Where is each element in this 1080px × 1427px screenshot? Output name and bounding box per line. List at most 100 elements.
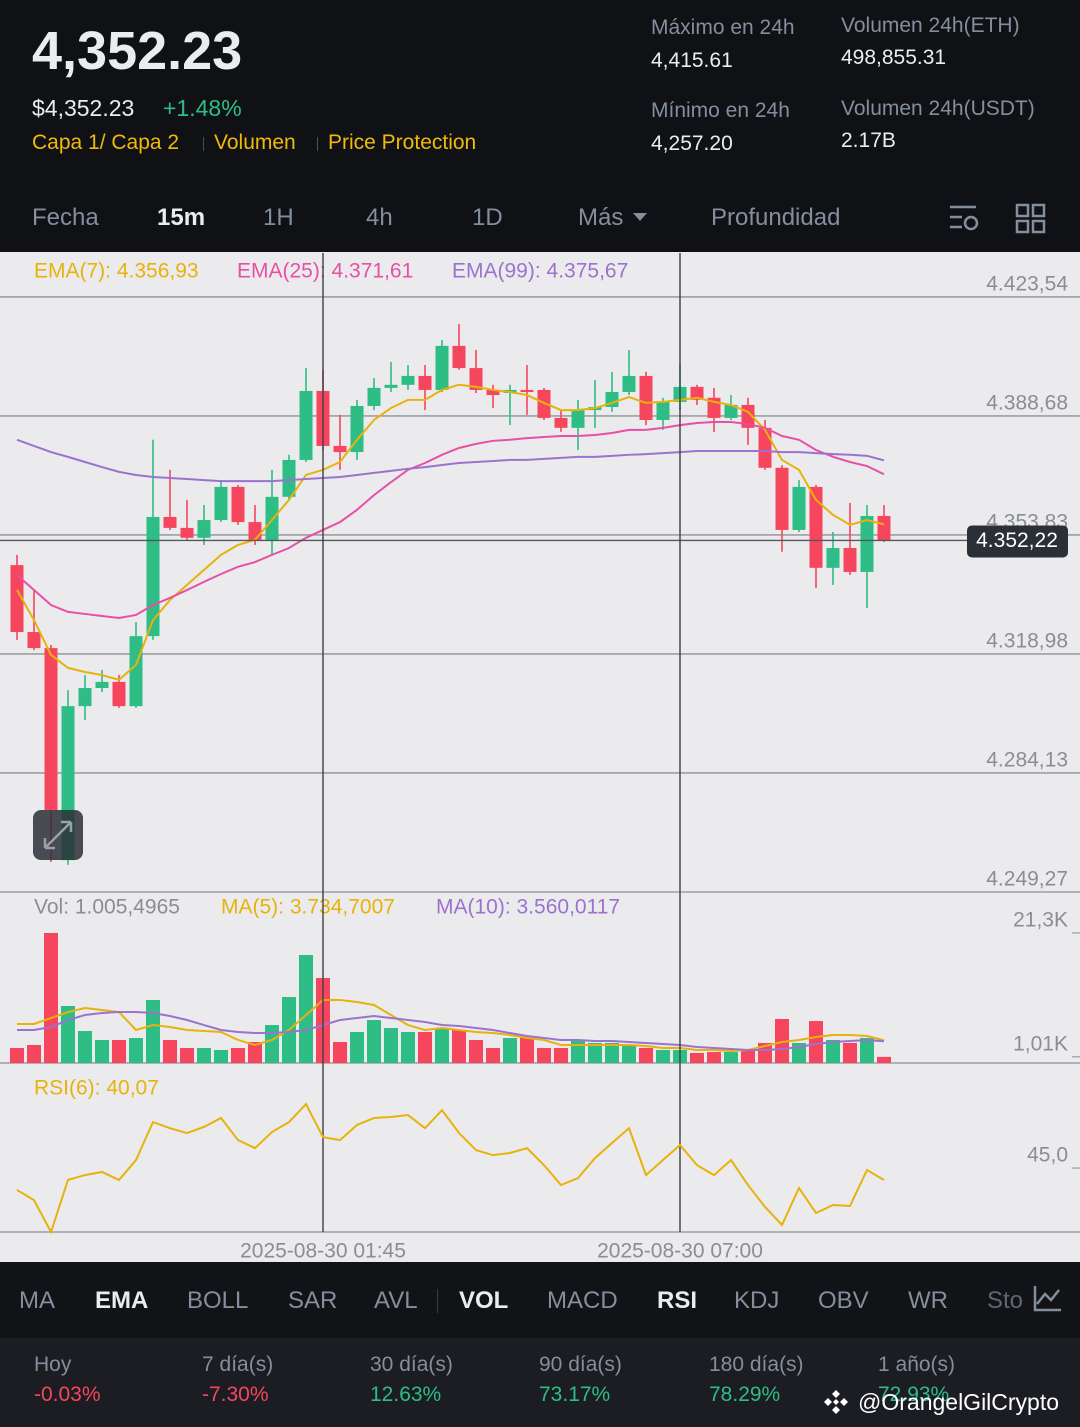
volume-bar <box>180 1047 194 1063</box>
volume-bar <box>129 1037 143 1063</box>
indicator[interactable]: MA <box>19 1287 55 1314</box>
candle-body <box>758 427 772 468</box>
volume-bar <box>486 1047 500 1063</box>
tab[interactable]: Más <box>578 204 624 231</box>
indicator[interactable]: AVL <box>374 1287 418 1314</box>
volume-bar <box>163 1039 177 1063</box>
volume-bar <box>537 1047 551 1063</box>
chart: 4.249,274.284,134.318,984.353,834.388,68… <box>0 252 1080 1262</box>
tab[interactable]: 4h <box>366 204 393 231</box>
legend-entry: Vol: 1.005,4965 <box>34 896 180 919</box>
volume-bar <box>452 1029 466 1063</box>
last-price-badge <box>967 525 1068 558</box>
expand-button[interactable] <box>33 810 83 860</box>
chart-settings-icon[interactable] <box>1025 1282 1065 1318</box>
volume-bar <box>299 955 313 1063</box>
indicator[interactable]: RSI <box>657 1287 698 1314</box>
indicator[interactable]: VOL <box>459 1287 509 1314</box>
indicator[interactable]: WR <box>908 1287 948 1314</box>
candle-body <box>809 486 823 568</box>
indicator[interactable]: SAR <box>288 1287 338 1314</box>
volume-bar <box>622 1044 636 1063</box>
tab[interactable]: 15m <box>157 204 206 231</box>
stat-label: Volumen 24h(ETH) <box>841 14 1020 37</box>
legend-entry: MA(5): 3.734,7007 <box>221 896 395 919</box>
stat-value: 4,415.61 <box>651 49 733 72</box>
period-change: -0.03% <box>34 1383 101 1406</box>
candle-body <box>350 405 364 453</box>
indicator[interactable]: MACD <box>547 1287 618 1314</box>
tag[interactable]: Price Protection <box>328 131 477 154</box>
volume-bar <box>214 1049 228 1063</box>
watermark: @OrangelGilCrypto <box>858 1389 1060 1415</box>
volume-bar <box>826 1039 840 1063</box>
candle-body <box>826 548 840 568</box>
period: 180 día(s) <box>709 1353 804 1376</box>
tag[interactable]: Volumen <box>214 131 296 154</box>
tag[interactable]: Capa 1/ Capa 2 <box>32 131 180 154</box>
candle-body <box>129 636 143 707</box>
x-tick-label: 2025-08-30 01:45 <box>240 1240 406 1262</box>
performance-bar: Hoy -0.03% 7 día(s) -7.30% 30 día(s) 12.… <box>0 1338 1080 1427</box>
indicator[interactable]: KDJ <box>734 1287 780 1314</box>
dropdown-icon <box>633 213 647 221</box>
last-price-label: 4.352,22 <box>976 529 1058 552</box>
volume-bar <box>265 1025 279 1063</box>
indicator[interactable]: Sto <box>987 1287 1024 1314</box>
y-tick-label: 45,0 <box>1027 1144 1068 1167</box>
volume-bar <box>146 999 160 1063</box>
tab[interactable]: Profundidad <box>711 204 841 231</box>
volume-bar <box>724 1052 738 1063</box>
y-tick-label: 4.388,68 <box>986 391 1068 414</box>
volume-bar <box>503 1037 517 1063</box>
ema-line <box>16 421 885 620</box>
volume-bar <box>350 1031 364 1063</box>
period-change: 73.17% <box>539 1383 611 1406</box>
candle-body <box>401 375 415 385</box>
volume-bar <box>78 1031 92 1063</box>
candle-body <box>690 386 704 400</box>
volume-bar <box>741 1049 755 1063</box>
layout-icon[interactable] <box>1015 203 1047 235</box>
indicator[interactable]: BOLL <box>187 1287 249 1314</box>
volume-bar <box>95 1039 109 1063</box>
period: 7 día(s) <box>202 1353 274 1376</box>
tab[interactable]: 1D <box>472 204 503 231</box>
candle-body <box>299 390 313 460</box>
period-change: 12.63% <box>370 1383 442 1406</box>
period-change: 72.93% <box>878 1383 950 1406</box>
volume-bar <box>384 1028 398 1063</box>
candle-body <box>78 688 92 707</box>
separator <box>317 137 318 151</box>
candle-body <box>877 515 891 541</box>
period-change: -7.30% <box>202 1383 269 1406</box>
volume-bar <box>588 1042 602 1063</box>
candle-body <box>197 520 211 538</box>
tab[interactable]: Fecha <box>32 204 99 231</box>
separator <box>437 1289 438 1313</box>
tab[interactable]: 1H <box>263 204 294 231</box>
volume-bar <box>367 1020 381 1063</box>
x-tick-label: 2025-08-30 07:00 <box>597 1240 763 1262</box>
candle-body <box>282 459 296 497</box>
settings-icon[interactable] <box>948 203 982 233</box>
candle-body <box>384 384 398 388</box>
indicator[interactable]: EMA <box>95 1287 149 1314</box>
candle-body <box>792 486 806 530</box>
legend-entry: RSI(6): 40,07 <box>34 1077 159 1100</box>
stat-label: Volumen 24h(USDT) <box>841 97 1035 120</box>
volume-bar <box>520 1037 534 1063</box>
volume-bar <box>469 1039 483 1063</box>
volume-bar <box>435 1028 449 1063</box>
volume-bar <box>843 1042 857 1063</box>
chart-background <box>0 252 1080 1262</box>
stat-value: 2.17B <box>841 129 896 152</box>
indicator[interactable]: OBV <box>818 1287 869 1314</box>
volume-bar <box>231 1047 245 1063</box>
period: Hoy <box>34 1353 72 1376</box>
candle-body <box>367 387 381 406</box>
volume-bar <box>112 1039 126 1063</box>
volume-bar <box>656 1049 670 1063</box>
volume-bar <box>554 1047 568 1063</box>
candle-body <box>418 375 432 390</box>
